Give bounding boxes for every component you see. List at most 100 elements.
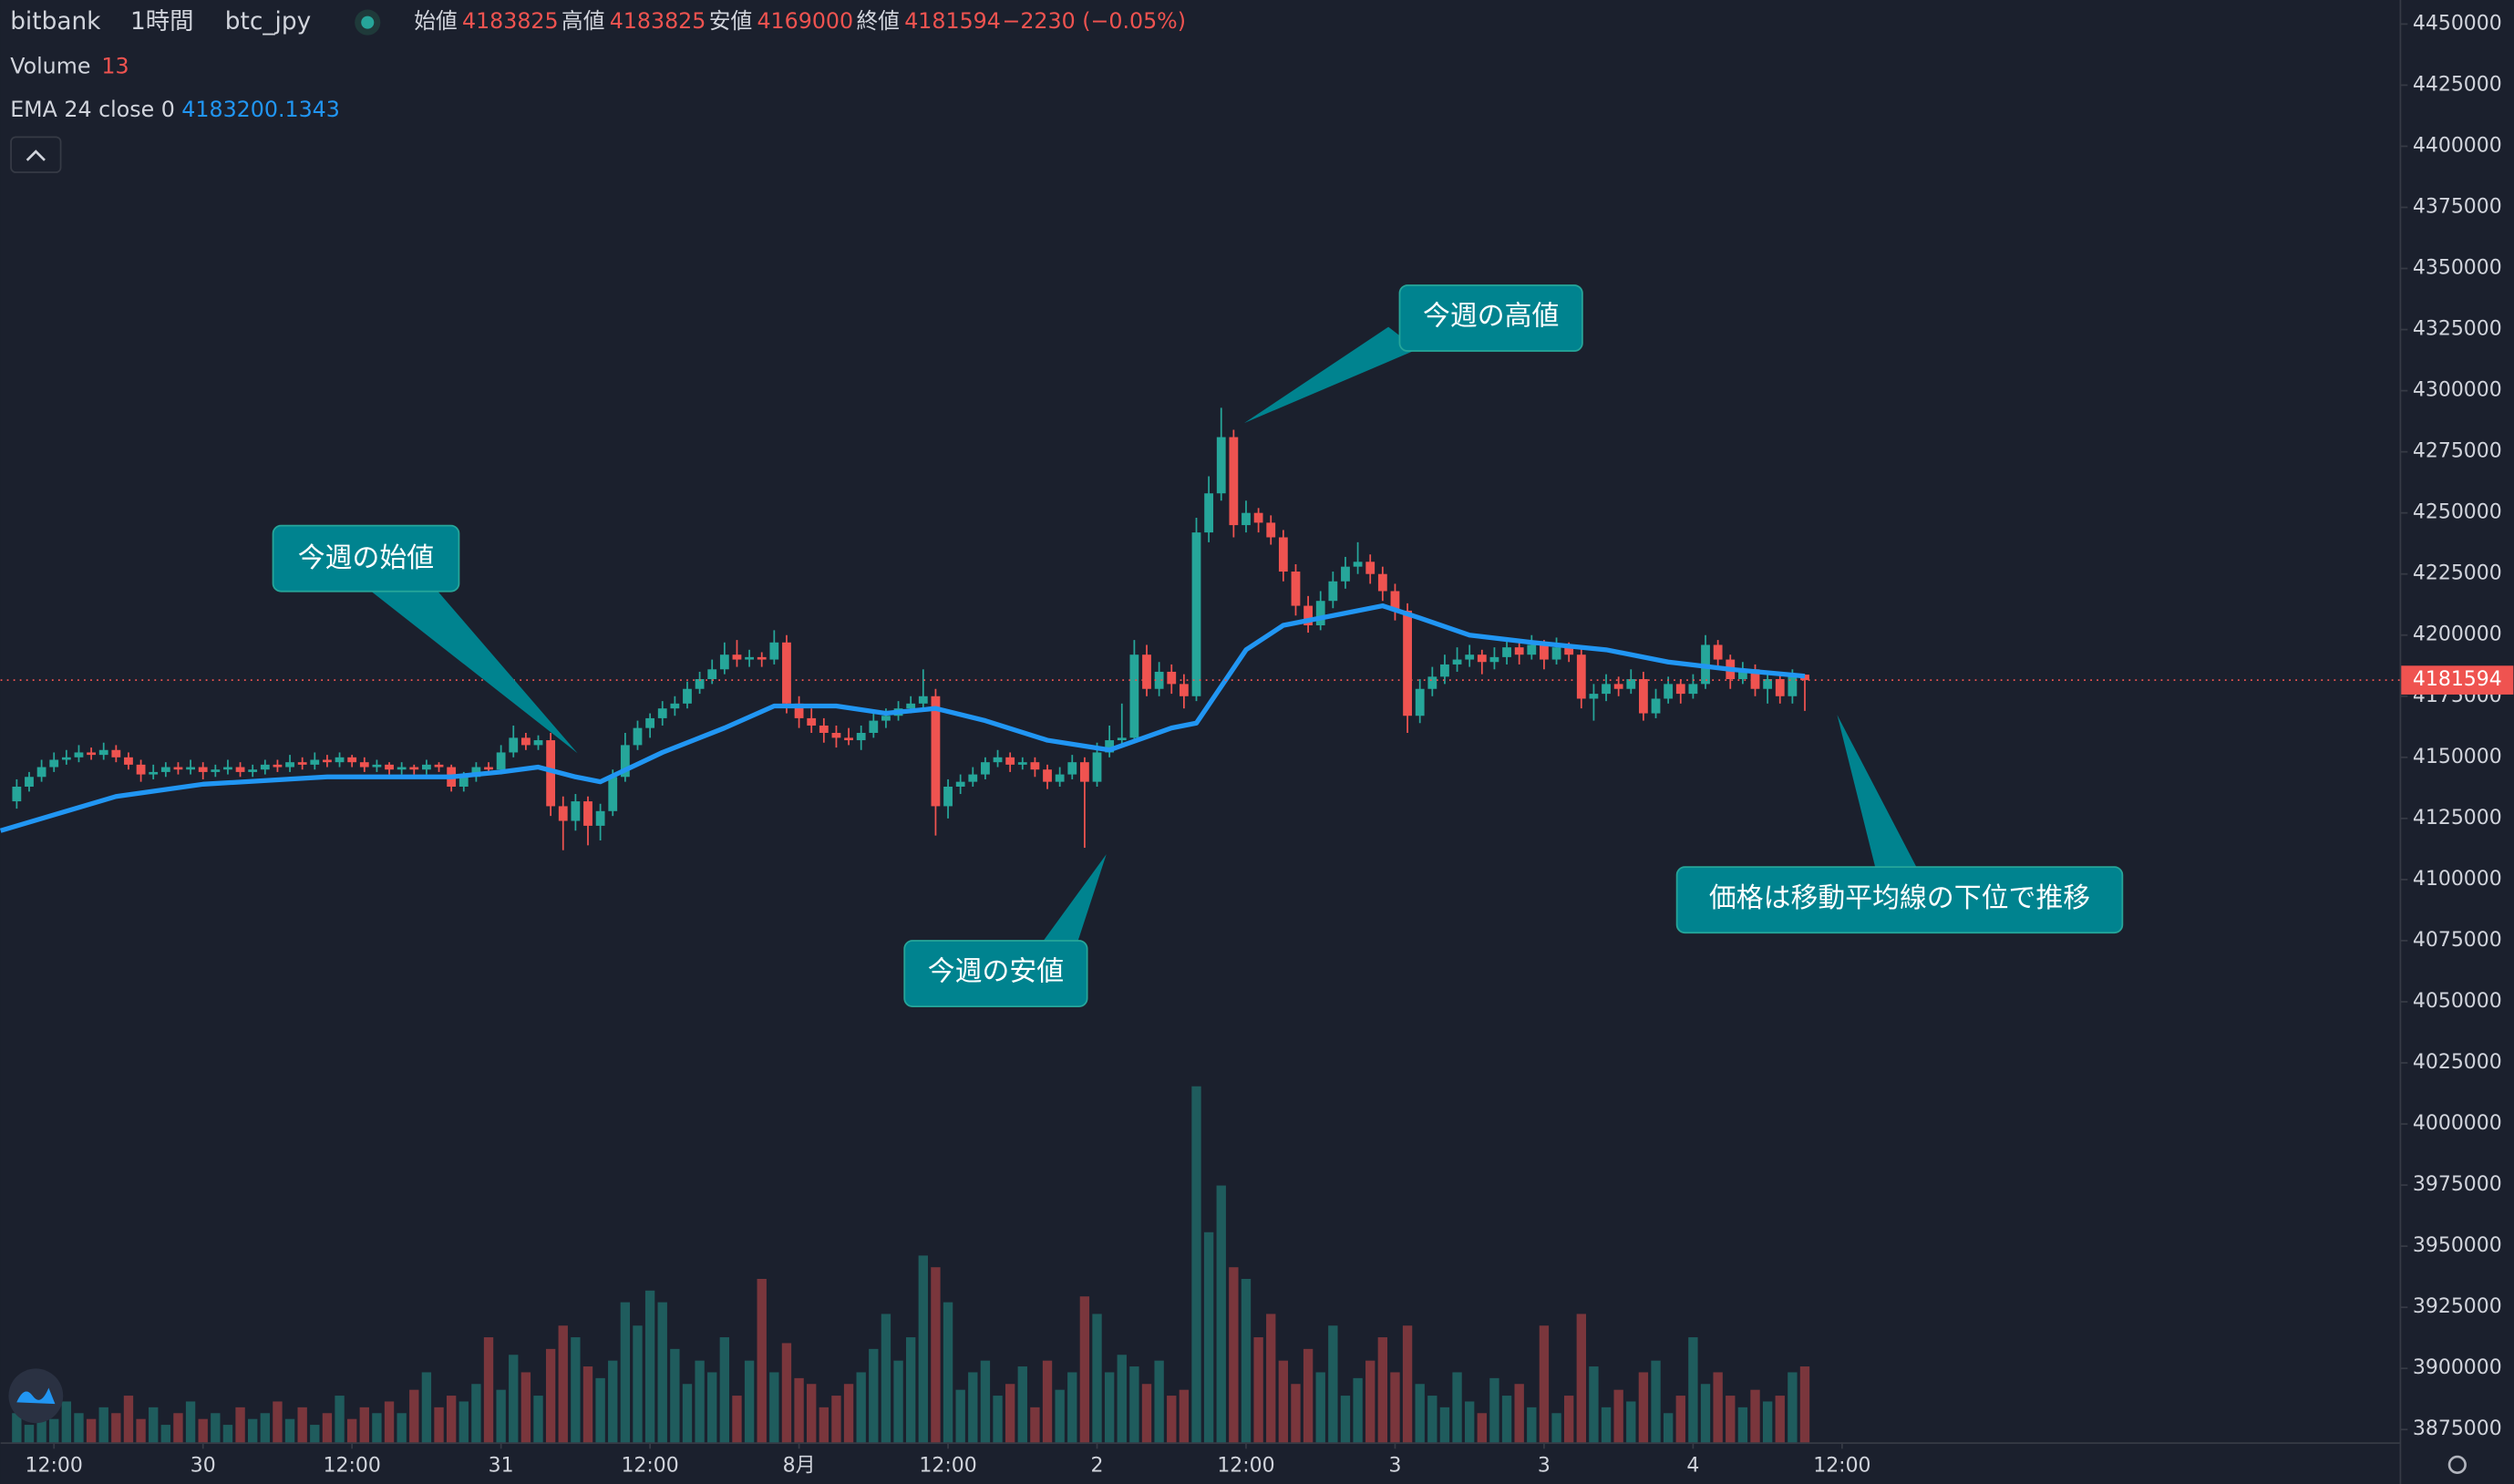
candle-body [1613,684,1623,689]
volume-bar [744,1360,755,1443]
volume-bar [1377,1337,1388,1443]
candle-body [509,737,519,753]
ohlc-label: 高値 [562,8,604,34]
ohlc-value: 4183825 [610,8,706,34]
candle-body [782,642,791,704]
volume-bar [1750,1389,1760,1443]
callout-box [1398,284,1583,352]
volume-bar [24,1425,35,1443]
volume-bar [310,1425,320,1443]
change: −2230 (−0.05%) [1002,8,1186,34]
y-tick-label: 4025000 [2413,1051,2502,1074]
candle-body [1142,654,1151,689]
collapse-icon [26,149,46,161]
volume-bar [1303,1348,1314,1443]
logo[interactable] [8,1368,64,1424]
volume-bar [384,1401,395,1443]
candle-body [397,767,407,770]
volume-bar [633,1325,643,1443]
volume-layer [12,1086,1810,1443]
x-tick-label: 3 [1538,1455,1551,1478]
volume-bar [1713,1372,1723,1443]
candle-body [1017,762,1027,765]
candle-body [1117,737,1127,741]
candle-body [335,757,345,763]
volume-bar [1390,1372,1400,1443]
volume-bar [558,1325,568,1443]
candle-body [1664,684,1674,699]
volume-bar [732,1396,742,1443]
candle-body [869,720,879,734]
volume-bar [409,1389,419,1443]
volume-bar [1353,1377,1363,1443]
candle-body [1390,591,1400,611]
volume-bar [1551,1413,1561,1443]
candle-body [198,767,208,772]
volume-bar [149,1407,159,1443]
y-tick-label: 4225000 [2413,562,2502,585]
candle-body [1750,669,1760,689]
volume-bar [608,1360,618,1443]
candle-body [1328,581,1338,602]
volume-bar [1278,1360,1289,1443]
volume-bar [1315,1372,1325,1443]
volume-bar [496,1389,506,1443]
volume-bar [1452,1372,1462,1443]
volume-bar [98,1407,108,1443]
x-tick-label: 3 [1388,1455,1401,1478]
candle-body [1713,644,1723,660]
candle-layer [12,407,1809,850]
settings-icon[interactable] [2447,1455,2467,1475]
candle-body [1365,562,1375,574]
volume-label: Volume [10,53,90,78]
candle-body [943,786,953,807]
collapse-button[interactable] [10,136,62,173]
volume-bar [1253,1337,1263,1443]
volume-bar [1788,1372,1798,1443]
candle-body [1527,644,1537,655]
y-tick-label: 4150000 [2413,746,2502,768]
candle-body [745,656,754,660]
volume-bar [1477,1413,1487,1443]
volume-bar [372,1413,382,1443]
y-tick-label: 4450000 [2413,12,2502,35]
callout: 価格は移動平均線の下位で推移 [1675,715,2124,934]
volume-bar [36,1407,46,1443]
volume-bar [582,1366,593,1443]
candle-body [211,769,221,772]
y-tick-label: 4300000 [2413,379,2502,402]
candle-body [1191,532,1201,696]
candle-body [981,762,990,775]
y-tick-label: 4400000 [2413,134,2502,157]
callout-box [903,940,1088,1007]
candle-body [49,759,59,768]
candle-body [595,810,605,826]
y-tick-label: 4425000 [2413,73,2502,96]
candle-body [1452,659,1462,665]
candle-body [1030,762,1040,770]
volume-bar [1638,1372,1649,1443]
volume-bar [284,1418,295,1443]
callout-box [1675,866,2124,934]
y-tick-label: 4375000 [2413,195,2502,218]
volume-bar [273,1401,283,1443]
callout: 今週の高値 [1243,284,1583,424]
candle-body [695,679,705,689]
candle-body [1800,675,1809,681]
volume-bar [1465,1401,1475,1443]
y-tick-label: 4050000 [2413,990,2502,1013]
volume-bar [931,1267,941,1443]
volume-bar [1564,1396,1574,1443]
candle-body [1540,644,1549,660]
volume-bar [719,1337,730,1443]
y-tick-label: 4325000 [2413,318,2502,341]
candle-body [1043,769,1052,782]
candle-body [1353,562,1363,567]
y-tick-label: 4100000 [2413,868,2502,891]
candle-body [1737,669,1747,680]
candle-body [1589,694,1599,699]
volume-bar [968,1372,978,1443]
candle-body [421,764,431,770]
volume-bar [1229,1267,1239,1443]
volume-bar [1439,1407,1450,1443]
